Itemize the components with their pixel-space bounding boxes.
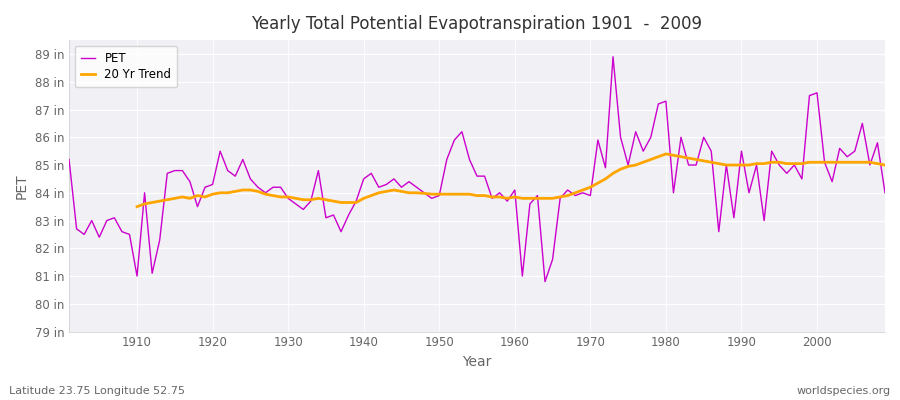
PET bbox=[291, 202, 302, 206]
PET bbox=[608, 54, 618, 59]
PET bbox=[336, 229, 346, 234]
20 Yr Trend bbox=[275, 194, 286, 199]
20 Yr Trend bbox=[131, 204, 142, 209]
20 Yr Trend bbox=[578, 188, 589, 192]
PET bbox=[879, 190, 890, 195]
20 Yr Trend bbox=[827, 160, 838, 165]
20 Yr Trend bbox=[661, 152, 671, 156]
PET bbox=[124, 232, 135, 237]
PET bbox=[616, 135, 626, 140]
PET bbox=[502, 199, 513, 204]
X-axis label: Year: Year bbox=[463, 355, 491, 369]
20 Yr Trend bbox=[879, 163, 890, 168]
PET bbox=[64, 157, 75, 162]
20 Yr Trend bbox=[850, 160, 860, 165]
Line: PET: PET bbox=[69, 57, 885, 282]
Text: Latitude 23.75 Longitude 52.75: Latitude 23.75 Longitude 52.75 bbox=[9, 386, 185, 396]
Legend: PET, 20 Yr Trend: PET, 20 Yr Trend bbox=[75, 46, 177, 87]
20 Yr Trend bbox=[517, 196, 527, 201]
20 Yr Trend bbox=[305, 197, 316, 202]
PET bbox=[509, 188, 520, 192]
Line: 20 Yr Trend: 20 Yr Trend bbox=[137, 154, 885, 207]
PET bbox=[540, 279, 551, 284]
Title: Yearly Total Potential Evapotranspiration 1901  -  2009: Yearly Total Potential Evapotranspiratio… bbox=[251, 15, 703, 33]
Text: worldspecies.org: worldspecies.org bbox=[796, 386, 891, 396]
Y-axis label: PET: PET bbox=[15, 173, 29, 199]
